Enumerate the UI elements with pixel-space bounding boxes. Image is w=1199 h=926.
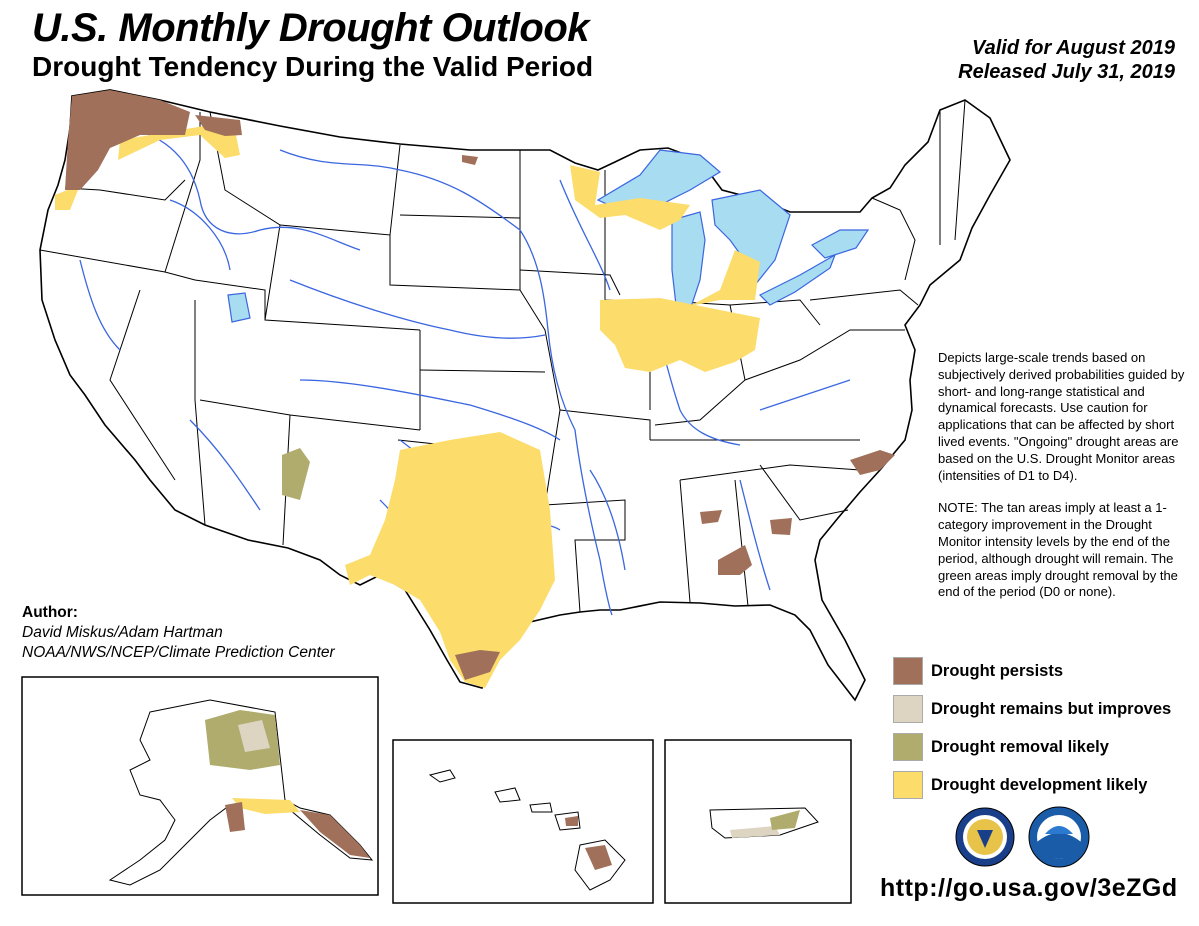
agency-logos xyxy=(955,806,1090,868)
hawaii-inset xyxy=(392,739,654,904)
author-names: David Miskus/Adam Hartman xyxy=(22,624,223,641)
puerto-rico-inset xyxy=(664,739,852,904)
legend-label: Drought remains but improves xyxy=(931,699,1172,718)
alaska-inset xyxy=(21,676,379,896)
legend-item-removal: Drought removal likely xyxy=(893,732,1199,762)
note-paragraph: NOTE: The tan areas imply at least a 1-c… xyxy=(938,500,1178,600)
great-lakes xyxy=(227,149,870,323)
legend-item-persists: Drought persists xyxy=(893,656,1199,686)
map-subtitle: Drought Tendency During the Valid Period xyxy=(32,51,594,82)
drought-removal-areas xyxy=(282,448,310,500)
legend-item-development: Drought development likely xyxy=(893,770,1199,800)
valid-for-text: Valid for August 2019 xyxy=(971,37,1175,59)
legend-swatch-improves xyxy=(893,695,923,723)
author-block: Author: David Miskus/Adam Hartman NOAA/N… xyxy=(22,603,335,663)
author-organization: NOAA/NWS/NCEP/Climate Prediction Center xyxy=(22,644,335,661)
description-paragraph: Depicts large-scale trends based on subj… xyxy=(938,350,1185,483)
drought-persists-areas xyxy=(65,90,895,680)
description-block: Depicts large-scale trends based on subj… xyxy=(938,350,1194,617)
conus-map xyxy=(39,89,1011,702)
released-text: Released July 31, 2019 xyxy=(958,61,1175,83)
legend-swatch-development xyxy=(893,771,923,799)
legend-swatch-removal xyxy=(893,733,923,761)
legend-label: Drought development likely xyxy=(931,775,1148,794)
legend-label: Drought persists xyxy=(931,661,1064,680)
validity-block: Valid for August 2019 Released July 31, … xyxy=(958,36,1175,84)
author-heading: Author: xyxy=(22,604,78,621)
alaska-outline xyxy=(108,699,374,886)
map-title: U.S. Monthly Drought Outlook xyxy=(32,6,590,50)
source-url-link[interactable]: http://go.usa.gov/3eZGd xyxy=(880,874,1178,902)
noaa-nws-seal-icon xyxy=(955,807,1015,867)
legend-item-improves: Drought remains but improves xyxy=(893,694,1199,724)
noaa-logo-icon xyxy=(1028,806,1090,868)
legend-swatch-persists xyxy=(893,657,923,685)
drought-development-areas xyxy=(55,125,760,688)
legend-label: Drought removal likely xyxy=(931,737,1109,756)
